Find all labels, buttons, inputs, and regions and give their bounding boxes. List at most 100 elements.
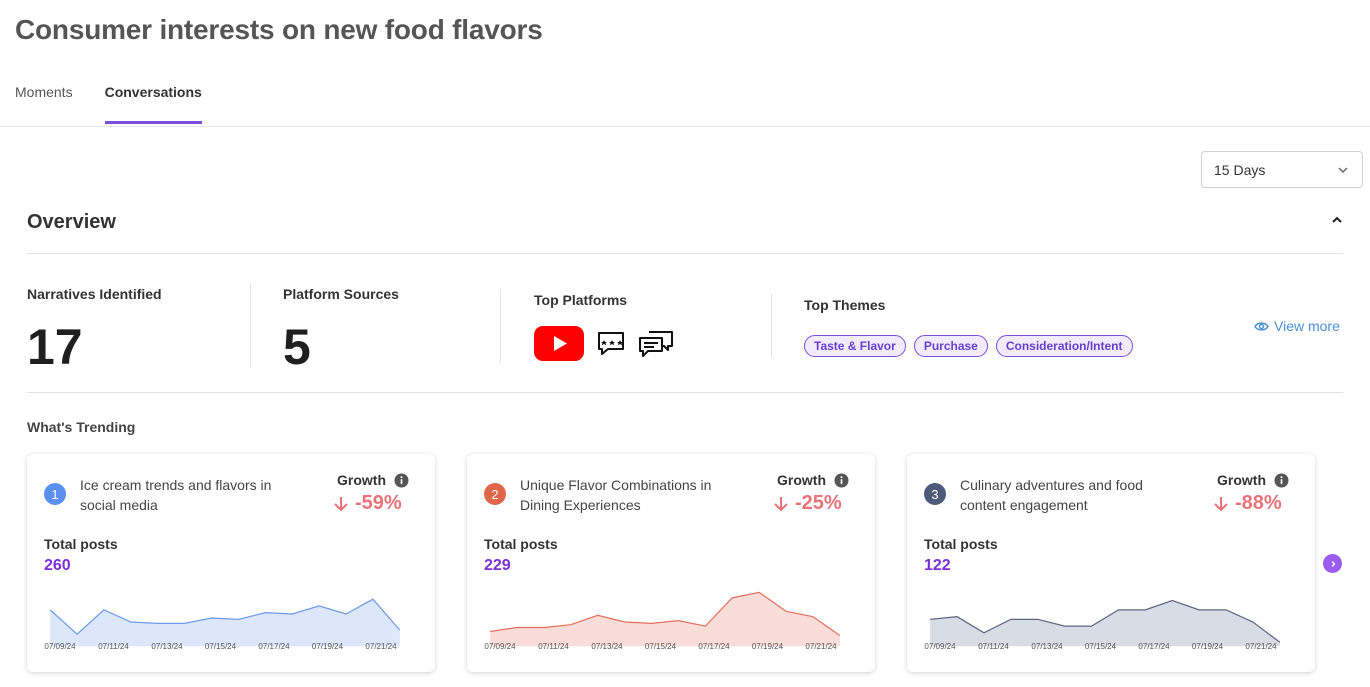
total-posts-value: 122 [924, 557, 951, 574]
growth-label: Growth [1217, 472, 1289, 488]
page-title: Consumer interests on new food flavors [15, 14, 543, 45]
date-tick: 07/11/24 [98, 642, 129, 651]
date-tick: 07/13/24 [1031, 642, 1063, 651]
theme-chip[interactable]: Purchase [913, 335, 988, 357]
date-tick: 07/13/24 [151, 642, 183, 651]
info-icon[interactable] [1274, 473, 1289, 488]
trending-title: What's Trending [27, 419, 136, 435]
date-tick: 07/17/24 [258, 642, 290, 651]
date-tick: 07/09/24 [44, 642, 76, 651]
review-chat-icon[interactable] [596, 330, 626, 358]
trend-card[interactable]: 3 Culinary adventures and food content e… [907, 454, 1315, 672]
sources-value: 5 [283, 319, 311, 375]
arrow-down-icon [1214, 496, 1228, 511]
date-tick: 07/21/24 [1245, 642, 1277, 651]
divider [250, 284, 251, 368]
growth-percent: -88% [1235, 492, 1282, 514]
sparkline-area [930, 600, 1280, 647]
sources-label: Platform Sources [283, 286, 399, 302]
divider [27, 253, 1343, 254]
sparkline-line [930, 599, 1281, 643]
date-tick: 07/19/24 [751, 642, 784, 651]
date-tick: 07/17/24 [1138, 642, 1170, 651]
date-tick: 07/11/24 [538, 642, 569, 651]
date-range-select[interactable]: 15 Days [1201, 151, 1363, 188]
eye-icon [1254, 321, 1269, 331]
date-tick: 07/17/24 [698, 642, 730, 651]
narratives-value: 17 [27, 319, 83, 375]
growth-value: -59% [333, 492, 402, 515]
view-more-label: View more [1274, 318, 1340, 334]
forum-chat-icon[interactable] [638, 330, 674, 358]
date-axis: 07/09/24 07/11/24 07/13/24 07/15/24 07/17/24… [924, 642, 1295, 654]
growth-value: -88% [1213, 492, 1282, 515]
growth-label: Growth [337, 472, 409, 488]
total-posts-label: Total posts [484, 536, 558, 552]
theme-chips: Taste & Flavor Purchase Consideration/In… [804, 335, 1133, 357]
sparkline-chart [490, 591, 841, 647]
date-tick: 07/15/24 [1084, 642, 1117, 651]
date-tick: 07/15/24 [204, 642, 237, 651]
sparkline-area [50, 599, 400, 647]
theme-chip[interactable]: Taste & Flavor [804, 335, 906, 357]
rank-badge: 2 [484, 483, 506, 505]
next-cards-button[interactable] [1323, 554, 1342, 573]
chevron-down-icon [1338, 166, 1348, 173]
growth-label-text: Growth [337, 472, 386, 488]
top-themes-label: Top Themes [804, 297, 886, 313]
date-tick: 07/09/24 [924, 642, 956, 651]
total-posts-label: Total posts [924, 536, 998, 552]
growth-label-text: Growth [1217, 472, 1266, 488]
sparkline-chart [930, 599, 1281, 647]
divider [500, 289, 501, 363]
date-tick: 07/21/24 [365, 642, 397, 651]
trend-title: Culinary adventures and food content eng… [960, 477, 1143, 513]
view-more-link[interactable]: View more [1254, 318, 1340, 334]
overview-title: Overview [27, 211, 116, 233]
chevron-up-icon[interactable] [1329, 212, 1345, 228]
theme-chip[interactable]: Consideration/Intent [995, 335, 1133, 357]
growth-percent: -25% [795, 492, 842, 514]
trend-card[interactable]: 1 Ice cream trends and flavors in social… [27, 454, 435, 672]
tab-conversations[interactable]: Conversations [104, 82, 202, 124]
growth-label: Growth [777, 472, 849, 488]
date-tick: 07/21/24 [805, 642, 837, 651]
youtube-icon[interactable] [534, 326, 584, 361]
divider [27, 392, 1343, 393]
total-posts-value: 229 [484, 557, 511, 574]
chevron-right-icon [1331, 560, 1335, 567]
trend-title: Unique Flavor Combinations in Dining Exp… [520, 477, 712, 513]
date-tick: 07/13/24 [591, 642, 623, 651]
tabs-divider [0, 126, 1370, 127]
arrow-down-icon [774, 496, 788, 511]
sparkline-area [490, 592, 840, 647]
sparkline-line [49, 598, 401, 635]
top-platforms-label: Top Platforms [534, 292, 628, 308]
sparkline-line [490, 591, 841, 636]
growth-percent: -59% [355, 492, 402, 514]
date-range-value: 15 Days [1214, 161, 1266, 178]
tab-bar: Moments Conversations [15, 82, 234, 126]
sparkline-chart [49, 598, 401, 647]
divider [771, 294, 772, 358]
tab-moments[interactable]: Moments [15, 84, 73, 100]
trend-card[interactable]: 2 Unique Flavor Combinations in Dining E… [467, 454, 875, 672]
growth-value: -25% [773, 492, 842, 515]
info-icon[interactable] [834, 473, 849, 488]
info-icon[interactable] [394, 473, 409, 488]
rank-badge: 3 [924, 483, 946, 505]
trend-title: Ice cream trends and flavors in social m… [80, 477, 272, 513]
platform-icons [534, 326, 674, 361]
date-tick: 07/11/24 [978, 642, 1009, 651]
date-tick: 07/19/24 [1191, 642, 1224, 651]
arrow-down-icon [334, 496, 348, 511]
date-axis: 07/09/24 07/11/24 07/13/24 07/15/24 07/17/24… [44, 642, 415, 654]
narratives-label: Narratives Identified [27, 286, 162, 302]
date-tick: 07/15/24 [644, 642, 677, 651]
total-posts-value: 260 [44, 557, 71, 574]
date-tick: 07/19/24 [311, 642, 344, 651]
date-tick: 07/09/24 [484, 642, 516, 651]
total-posts-label: Total posts [44, 536, 118, 552]
growth-label-text: Growth [777, 472, 826, 488]
date-axis: 07/09/24 07/11/24 07/13/24 07/15/24 07/17/24… [484, 642, 855, 654]
